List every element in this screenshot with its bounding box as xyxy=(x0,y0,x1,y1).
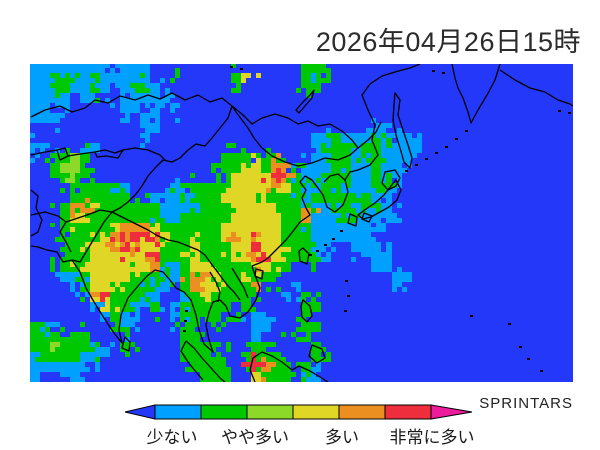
border-kazakh-2 xyxy=(67,151,96,157)
island-dot xyxy=(465,130,468,132)
okhotsk-nw-coast xyxy=(369,64,421,85)
island-dot xyxy=(344,310,347,312)
island-dot xyxy=(340,230,343,232)
kamchatka xyxy=(451,64,501,124)
island-dot xyxy=(185,310,188,312)
island-dot xyxy=(316,250,319,252)
border-himalaya xyxy=(111,211,223,279)
island-dot xyxy=(558,110,561,112)
island-dot xyxy=(183,330,186,332)
island-dot xyxy=(508,323,511,325)
border-iran xyxy=(30,211,67,223)
legend-label-moderate: やや多い xyxy=(221,428,289,447)
island-dot xyxy=(230,66,233,68)
sri-lanka xyxy=(121,336,131,352)
sprintars-credit: SPRINTARS xyxy=(479,395,573,412)
borneo xyxy=(249,351,329,382)
legend-segment-3 xyxy=(292,404,340,420)
island-dot xyxy=(568,112,571,114)
island-dot xyxy=(455,138,458,140)
mainland-coast xyxy=(30,83,379,353)
chukotka-coast xyxy=(499,69,573,107)
kyushu xyxy=(347,213,358,227)
legend-segment-2 xyxy=(246,404,294,420)
border-kyrgyz xyxy=(122,147,167,162)
legend-segment-0 xyxy=(154,404,202,420)
hainan xyxy=(254,268,264,280)
island-dot xyxy=(332,238,335,240)
legend-segment-5 xyxy=(384,404,432,420)
border-korea xyxy=(323,173,346,183)
island-dot xyxy=(345,280,348,282)
island-dot xyxy=(415,164,418,166)
island-dot xyxy=(519,346,522,348)
coastline-overlay xyxy=(30,64,573,382)
border-thai xyxy=(209,271,221,303)
lake-balkhash xyxy=(94,149,124,159)
island-dot xyxy=(470,315,473,317)
legend-segment-4 xyxy=(338,404,386,420)
border-kazakh-1 xyxy=(30,149,58,156)
legend-arrow-right xyxy=(430,404,473,420)
border-mongolia xyxy=(231,105,359,167)
island-dot xyxy=(540,370,543,372)
lake-baikal xyxy=(295,89,315,114)
legend-segment-1 xyxy=(200,404,248,420)
island-dot xyxy=(240,68,243,70)
border-west-china xyxy=(111,105,233,213)
island-dot xyxy=(425,158,428,160)
island-dot xyxy=(324,244,327,246)
aerosol-map-canvas xyxy=(30,64,573,382)
border-pak-india xyxy=(71,211,113,263)
legend-arrow-left xyxy=(124,404,156,420)
island-dot xyxy=(435,152,438,154)
legend-colorbar xyxy=(124,404,473,420)
mindanao xyxy=(308,344,326,364)
border-laos xyxy=(231,267,249,299)
border-vietnam xyxy=(221,277,241,301)
legend-bar xyxy=(124,404,473,420)
sakhalin xyxy=(392,92,413,169)
hokkaido xyxy=(381,169,401,191)
shikoku xyxy=(361,212,373,223)
island-dot xyxy=(445,146,448,148)
island-dot xyxy=(184,320,187,322)
island-dot xyxy=(527,358,530,360)
border-amur xyxy=(357,121,382,149)
island-dot xyxy=(432,70,435,72)
page-title: 2026年04月26日15時 xyxy=(315,27,581,57)
border-kazakh-russia xyxy=(30,92,233,118)
taiwan xyxy=(298,247,310,265)
border-afghan-south xyxy=(59,221,72,253)
luzon xyxy=(300,299,313,323)
sumatra-east xyxy=(185,340,226,382)
sumatra-west xyxy=(180,340,204,381)
legend-label-low: 少ない xyxy=(146,428,198,447)
border-afghan-north xyxy=(65,209,113,223)
island-dot xyxy=(405,170,408,172)
legend-label-high: 多い xyxy=(325,428,359,447)
island-dot xyxy=(309,254,312,256)
island-dot xyxy=(442,72,445,74)
legend-label-very-high: 非常に多い xyxy=(389,428,475,447)
caspian-shore xyxy=(30,189,43,237)
island-dot xyxy=(347,295,350,297)
aral-sea xyxy=(56,147,69,161)
